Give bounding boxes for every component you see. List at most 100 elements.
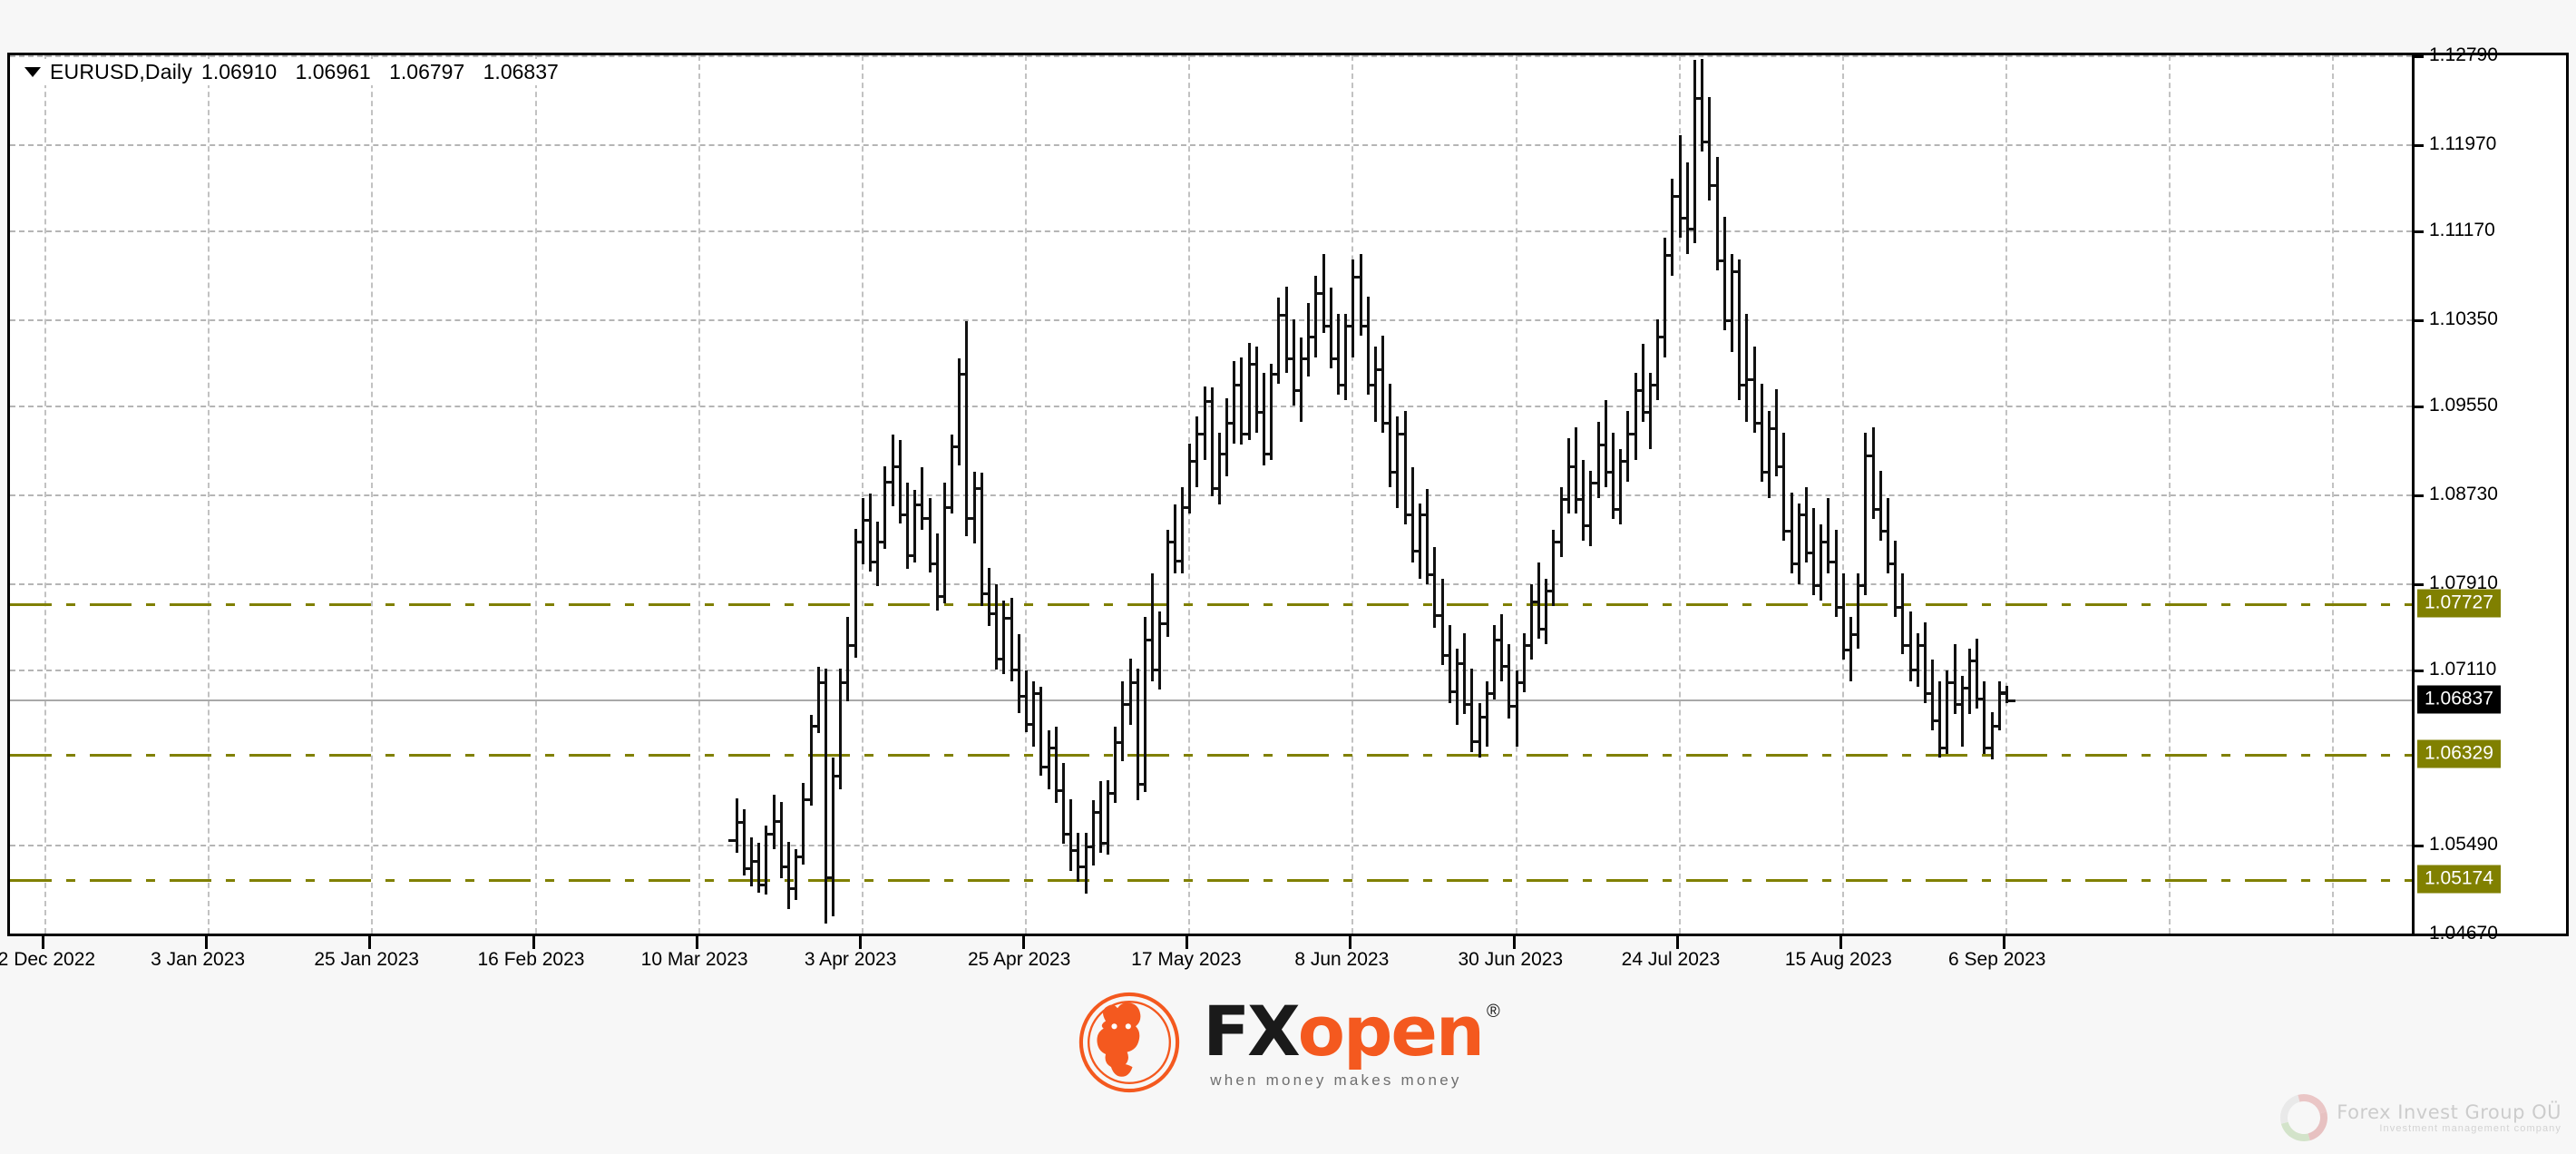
ohlc-bar: [1381, 335, 1385, 434]
ohlc-open-tick: [1649, 384, 1657, 387]
ohlc-bar: [1039, 687, 1043, 776]
ohlc-bar: [1433, 547, 1437, 628]
ohlc-open-tick: [1508, 705, 1516, 709]
ohlc-open-tick: [913, 503, 922, 506]
ohlc-bar: [1908, 611, 1912, 682]
ohlc-open-tick: [1678, 216, 1686, 220]
ohlc-bar: [1515, 670, 1518, 747]
ohlc-bar: [861, 497, 864, 565]
watermark-subtitle: Investment management company: [2379, 1123, 2561, 1134]
price-axis-label: 1.12790: [2429, 44, 2498, 65]
ohlc-bar: [765, 825, 768, 895]
time-axis-label: 3 Apr 2023: [804, 949, 897, 970]
ohlc-open-tick: [1107, 791, 1115, 795]
ohlc-open-tick: [1722, 318, 1731, 322]
time-tick: [1512, 936, 1516, 949]
ohlc-bar: [1025, 670, 1028, 733]
ohlc-open-tick: [1091, 811, 1099, 815]
gridline-horizontal: [10, 230, 2412, 233]
circular-ring-icon: [2271, 1085, 2337, 1150]
time-tick: [2003, 936, 2005, 949]
ohlc-open-tick: [1515, 681, 1523, 685]
ohlc-open-tick: [1277, 313, 1285, 317]
ohlc-bar: [1403, 411, 1407, 525]
ohlc-open-tick: [1878, 530, 1887, 533]
time-axis-label: 6 Sep 2023: [1948, 949, 2046, 970]
ohlc-bar: [742, 808, 746, 875]
ohlc-bar: [876, 521, 880, 587]
fxopen-wordmark: FX open ® when money makes money: [1203, 991, 1500, 1089]
ohlc-open-tick: [1284, 357, 1293, 360]
ohlc-open-tick: [898, 513, 906, 517]
plot-area[interactable]: [10, 55, 2412, 934]
ohlc-open-tick: [1255, 411, 1264, 415]
ohlc-bar: [891, 435, 894, 507]
ohlc-open-tick: [1596, 443, 1605, 446]
ohlc-bar: [1136, 668, 1139, 801]
ohlc-bar: [958, 357, 961, 465]
ohlc-open-tick: [1782, 530, 1791, 533]
ohlc-open-tick: [1812, 583, 1820, 587]
ohlc-bar: [1976, 638, 1979, 709]
ohlc-open-tick: [1010, 668, 1018, 671]
ohlc-open-tick: [1656, 335, 1664, 338]
ohlc-open-tick: [1158, 621, 1166, 625]
ohlc-open-tick: [1002, 616, 1010, 620]
triangle-down-icon[interactable]: [24, 67, 41, 77]
forex-invest-group-watermark: Forex Invest Group OÜ Investment managem…: [2271, 1085, 2561, 1150]
ohlc-bar: [1901, 573, 1905, 655]
ohlc-open-tick: [1218, 452, 1226, 455]
price-axis-label: 1.11170: [2429, 220, 2495, 241]
time-axis[interactable]: 12 Dec 2022 3 Jan 2023 25 Jan 2023 16 Feb 2…: [0, 936, 2569, 976]
time-tick: [1675, 936, 1679, 949]
ohlc-bar: [921, 467, 924, 531]
ohlc-open-tick: [765, 833, 773, 836]
chart-window[interactable]: 1.12790 1.11970 1.11170 1.10350 1.09550 1.087…: [7, 44, 2569, 944]
ohlc-open-tick: [1047, 746, 1055, 749]
price-axis-label: 1.04670: [2429, 923, 2498, 944]
ohlc-open-tick: [1715, 259, 1723, 263]
ohlc-bar: [1552, 530, 1556, 606]
price-tick: [2415, 143, 2424, 147]
ohlc-bar: [898, 440, 902, 524]
ohlc-bar: [928, 497, 932, 572]
ohlc-open-tick: [1976, 698, 1984, 701]
ohlc-open-tick: [943, 506, 951, 510]
ohlc-bar: [1463, 632, 1467, 714]
ohlc-open-tick: [1671, 194, 1679, 198]
ohlc-bar: [854, 529, 857, 658]
ohlc-bar: [1790, 492, 1793, 574]
ohlc-bar: [965, 321, 969, 537]
level-line: [10, 602, 2412, 606]
ohlc-values: 1.06910 1.06961 1.06797 1.06837: [201, 60, 571, 84]
price-axis-label: 1.05490: [2429, 834, 2498, 856]
ohlc-bar: [1849, 616, 1853, 682]
ohlc-open-tick: [1664, 254, 1672, 258]
ohlc-bar: [1396, 416, 1400, 509]
price-axis-label: 1.07110: [2429, 659, 2497, 680]
ohlc-open-tick: [1039, 766, 1048, 769]
ohlc-bar: [1032, 681, 1036, 747]
price-axis[interactable]: 1.12790 1.11970 1.11170 1.10350 1.09550 1.087…: [2412, 44, 2566, 944]
ohlc-bar: [1470, 668, 1474, 752]
gridline-vertical: [698, 55, 700, 934]
ohlc-bar: [2005, 685, 2008, 704]
ohlc-open-tick: [1396, 433, 1404, 436]
time-axis-label: 15 Aug 2023: [1784, 949, 1892, 970]
brand-fx-text: FX: [1203, 991, 1301, 1071]
ohlc-open-tick: [1351, 276, 1360, 279]
ohlc-bar: [795, 849, 798, 901]
ohlc-bar: [942, 482, 946, 604]
ohlc-open-tick: [1374, 367, 1382, 371]
ohlc-open-tick: [1344, 324, 1352, 328]
ohlc-open-tick: [1233, 384, 1241, 387]
ohlc-open-tick: [1419, 513, 1427, 517]
ohlc-bar: [1566, 438, 1570, 514]
ohlc-bar: [1960, 676, 1964, 747]
ohlc-open-tick: [988, 611, 996, 615]
ohlc-bar: [735, 797, 738, 853]
ohlc-bar: [1812, 508, 1816, 595]
time-axis-label: 25 Jan 2023: [314, 949, 419, 970]
ohlc-open-tick: [1054, 789, 1062, 793]
ohlc-open-tick: [1768, 427, 1776, 431]
